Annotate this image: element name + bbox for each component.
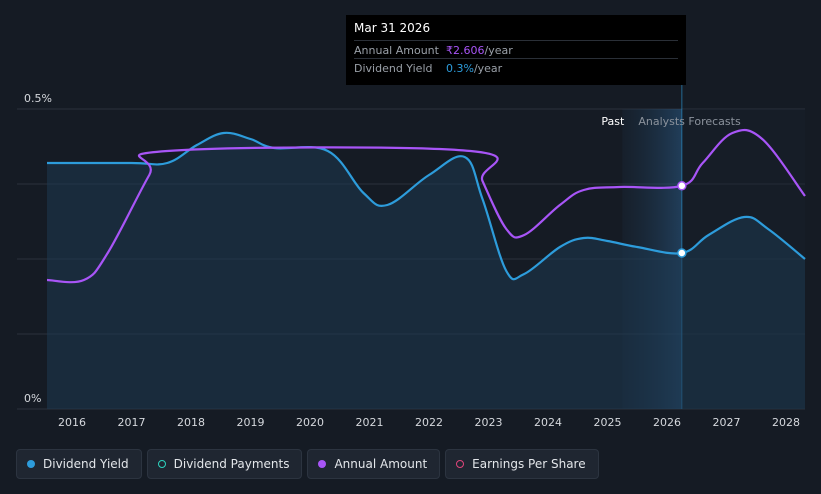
x-tick-label: 2022 xyxy=(415,416,443,429)
legend-earnings-per-share[interactable]: Earnings Per Share xyxy=(445,449,599,479)
x-tick-label: 2018 xyxy=(177,416,205,429)
legend-dividend-payments[interactable]: Dividend Payments xyxy=(146,449,303,479)
x-tick-label: 2024 xyxy=(534,416,562,429)
annual-amount-marker xyxy=(677,181,687,191)
y-tick-label: 0.5% xyxy=(24,92,52,105)
dividend-yield-marker xyxy=(677,248,687,258)
x-tick-label: 2027 xyxy=(712,416,740,429)
legend-earnings-per-share-dot xyxy=(456,460,465,468)
x-tick-label: 2028 xyxy=(772,416,800,429)
dividend-yield-area xyxy=(47,132,805,410)
legend-annual-amount-dot xyxy=(318,460,327,468)
tooltip-dividend-yield-value: 0.3% xyxy=(446,61,474,75)
forecast-label: Analysts Forecasts xyxy=(638,115,741,128)
dividend-chart: 0.5% 0% 2016 2017 2018 2019 2020 2021 2022 2023 20… xyxy=(17,85,806,429)
legend-dividend-yield[interactable]: Dividend Yield xyxy=(16,449,142,479)
chart-tooltip: Mar 31 2026 Annual Amount ₹2.606/year Di… xyxy=(346,15,686,85)
x-tick-label: 2019 xyxy=(236,416,264,429)
x-tick-label: 2025 xyxy=(593,416,621,429)
tooltip-dividend-yield-unit: /year xyxy=(473,61,503,75)
tooltip-dividend-yield-label: Dividend Yield xyxy=(354,61,433,75)
legend-dividend-yield-label: Dividend Yield xyxy=(43,457,129,471)
tooltip-row-dividend-yield: Dividend Yield 0.3%/year xyxy=(354,58,678,76)
x-tick-label: 2026 xyxy=(653,416,681,429)
tooltip-annual-amount-unit: /year xyxy=(484,43,513,57)
y-tick-label: 0% xyxy=(24,392,41,405)
legend-dividend-yield-dot xyxy=(27,460,35,468)
legend-annual-amount-label: Annual Amount xyxy=(334,457,428,471)
legend-earnings-per-share-label: Earnings Per Share xyxy=(472,457,586,471)
annual-amount-line xyxy=(46,128,806,284)
x-tick-label: 2023 xyxy=(474,416,502,429)
legend-dividend-payments-label: Dividend Payments xyxy=(173,457,290,471)
legend-dividend-payments-dot xyxy=(157,460,166,468)
x-tick-label: 2020 xyxy=(296,416,324,429)
tooltip-row-annual-amount: Annual Amount ₹2.606/year xyxy=(354,40,678,58)
tooltip-date: Mar 31 2026 xyxy=(354,21,431,35)
tooltip-annual-amount-value: ₹2.606 xyxy=(446,43,485,57)
x-tick-label: 2017 xyxy=(117,416,145,429)
past-label: Past xyxy=(601,115,625,128)
chart-legend: Dividend Yield Dividend Payments Annual … xyxy=(16,449,599,479)
x-tick-label: 2016 xyxy=(58,416,86,429)
legend-annual-amount[interactable]: Annual Amount xyxy=(307,449,441,479)
x-tick-label: 2021 xyxy=(355,416,383,429)
tooltip-annual-amount-label: Annual Amount xyxy=(354,43,439,57)
